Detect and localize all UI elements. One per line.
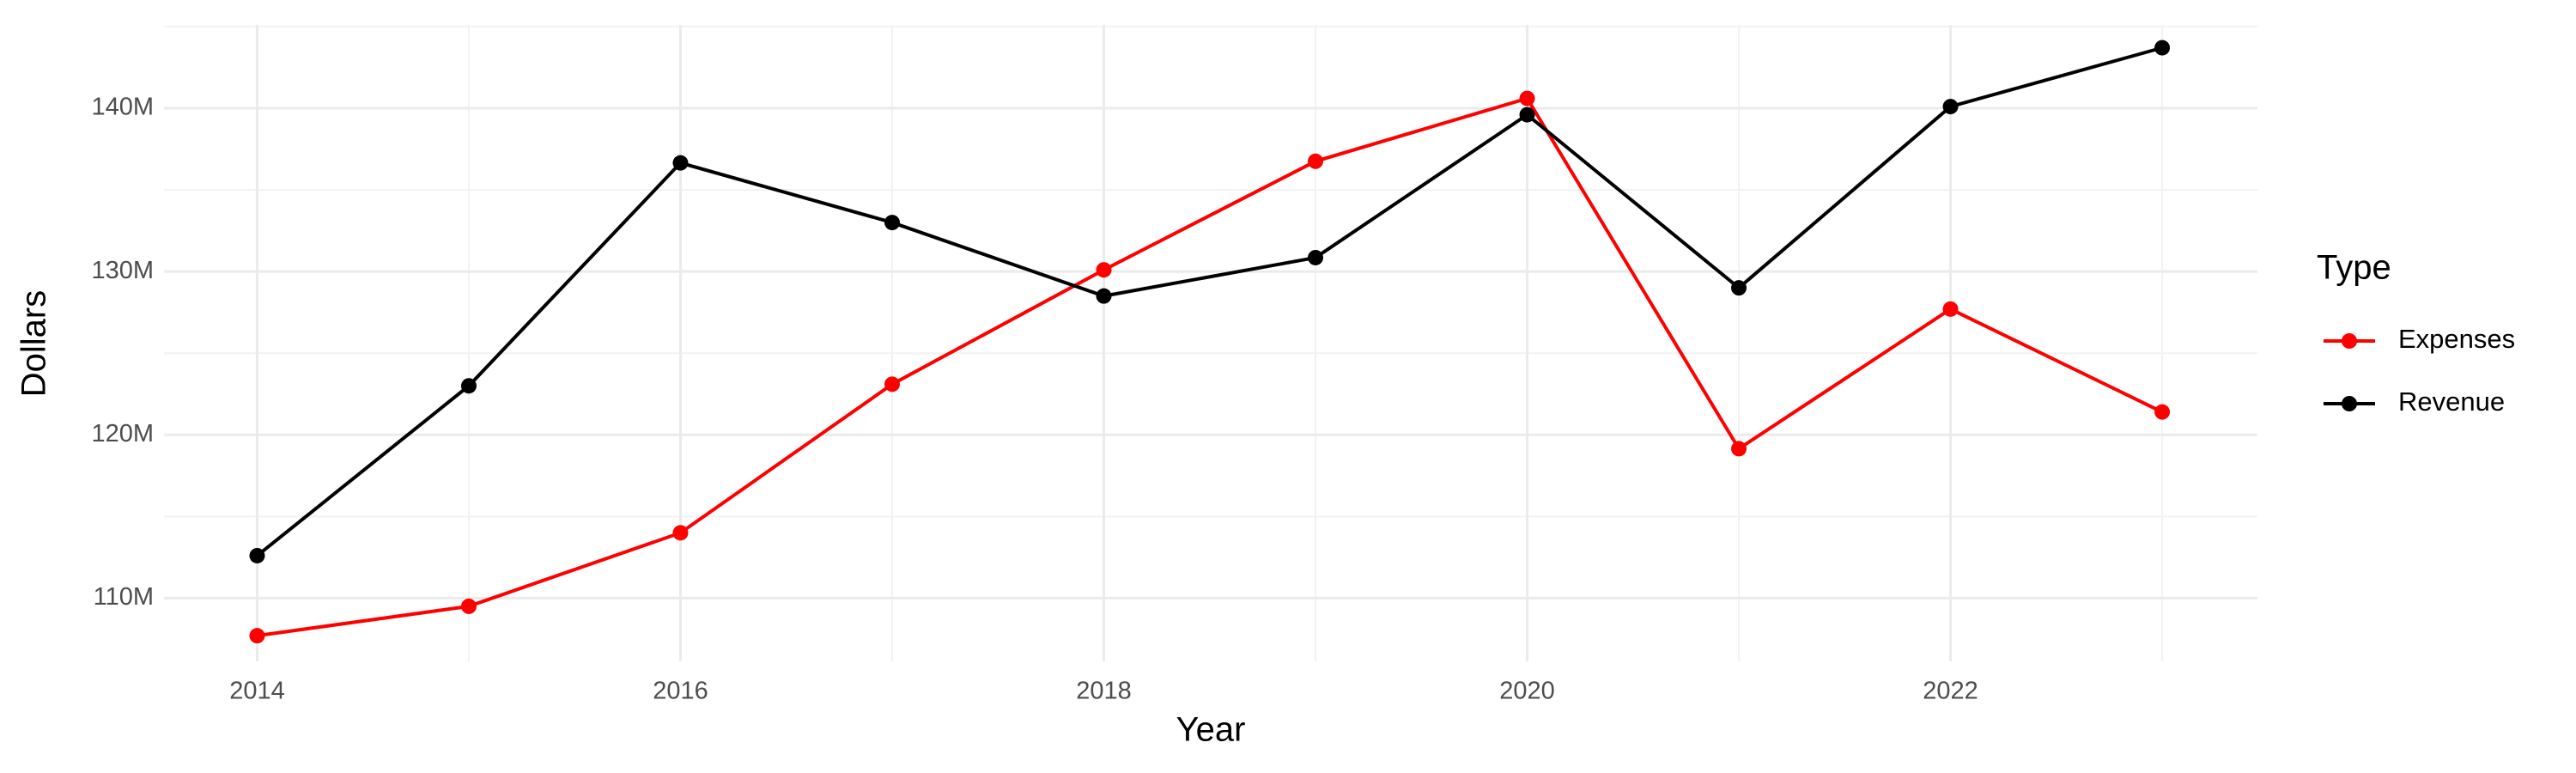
data-point [249,547,265,563]
series-line [257,96,2163,638]
data-point [249,628,265,644]
data-point [460,598,477,614]
data-point [1942,301,1959,317]
data-point [672,155,689,171]
data-point [1942,99,1959,115]
legend-label: Expenses [2398,324,2515,354]
data-point [1096,262,1112,278]
x-tick-label: 2018 [1076,678,1132,705]
y-axis-title: Dollars [15,290,53,397]
data-point [1519,90,1535,107]
data-point [884,215,900,231]
legend-label: Revenue [2398,386,2505,417]
data-point [2154,404,2171,420]
data-point [460,378,477,394]
y-tick-label: 120M [91,420,154,447]
series-line [256,46,2163,557]
data-point [2154,40,2171,56]
x-tick-label: 2016 [653,678,708,705]
grid [164,25,2257,661]
x-tick-label: 2020 [1499,678,1555,705]
data-point [1731,441,1747,457]
legend-title: Type [2317,249,2391,287]
data-point [1096,288,1112,304]
data-point [884,376,900,393]
x-tick-label: 2014 [229,678,285,705]
data-point [1308,153,1324,169]
y-tick-label: 110M [94,583,154,611]
data-point [1308,249,1324,265]
data-point [672,525,689,541]
data-point [1731,280,1747,296]
x-tick-label: 2022 [1923,678,1978,705]
legend-marker [2342,333,2357,349]
data-point [1519,107,1535,123]
x-axis-title: Year [1176,711,1246,749]
y-tick-label: 140M [91,94,154,121]
legend-marker [2342,396,2357,411]
y-tick-label: 130M [91,257,154,284]
